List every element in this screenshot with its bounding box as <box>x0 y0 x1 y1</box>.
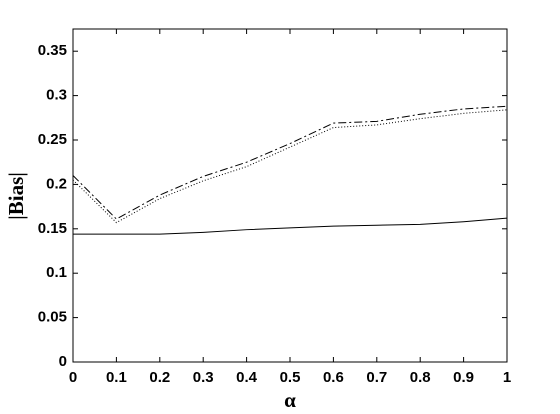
x-tick-label: 0.4 <box>236 369 258 386</box>
y-tick-label: 0.2 <box>46 175 67 192</box>
y-tick-label: 0.1 <box>46 264 67 281</box>
x-tick-label: 0.5 <box>280 369 301 386</box>
y-tick-label: 0.35 <box>38 42 67 59</box>
y-tick-label: 0.3 <box>46 87 67 104</box>
x-tick-label: 0 <box>69 369 77 386</box>
data-line <box>73 217 508 235</box>
x-tick-label: 0.3 <box>193 369 214 386</box>
y-tick-label: 0.05 <box>38 309 67 326</box>
x-tick-label: 0.2 <box>149 369 170 386</box>
y-tick-label: 0.15 <box>38 220 67 237</box>
x-tick-label: 0.8 <box>410 369 431 386</box>
y-tick-label: 0.25 <box>38 131 67 148</box>
x-tick-label: 1 <box>503 369 511 386</box>
y-axis-label: |Bias| <box>4 172 28 220</box>
x-tick-label: 0.6 <box>323 369 344 386</box>
x-tick-label: 0.9 <box>453 369 474 386</box>
y-tick-label: 0 <box>59 353 67 370</box>
x-axis-label: α <box>284 388 296 412</box>
x-tick-label: 0.1 <box>106 369 127 386</box>
data-line <box>72 109 508 224</box>
x-tick-label: 0.7 <box>366 369 387 386</box>
data-line <box>72 105 508 220</box>
